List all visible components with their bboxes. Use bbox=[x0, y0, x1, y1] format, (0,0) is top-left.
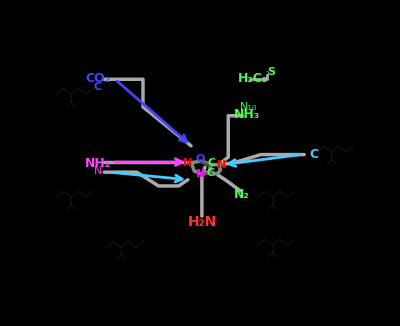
Text: C: C bbox=[94, 82, 102, 92]
Text: N: N bbox=[217, 160, 226, 170]
Text: N₁₀: N₁₀ bbox=[240, 102, 257, 112]
Text: CO₂: CO₂ bbox=[86, 71, 111, 84]
Text: NH₂: NH₂ bbox=[85, 157, 111, 170]
Text: C: C bbox=[309, 148, 318, 161]
Text: N: N bbox=[183, 158, 192, 168]
Text: N₂: N₂ bbox=[234, 188, 250, 201]
Text: C: C bbox=[207, 158, 215, 168]
Text: C: C bbox=[206, 168, 215, 178]
Text: N: N bbox=[94, 166, 102, 176]
Text: O: O bbox=[196, 154, 205, 164]
Text: H₂N: H₂N bbox=[187, 215, 216, 230]
Text: NH₃: NH₃ bbox=[234, 108, 260, 121]
Text: S: S bbox=[268, 67, 276, 77]
Text: N: N bbox=[196, 169, 205, 179]
Text: H₂C₂: H₂C₂ bbox=[238, 71, 268, 84]
